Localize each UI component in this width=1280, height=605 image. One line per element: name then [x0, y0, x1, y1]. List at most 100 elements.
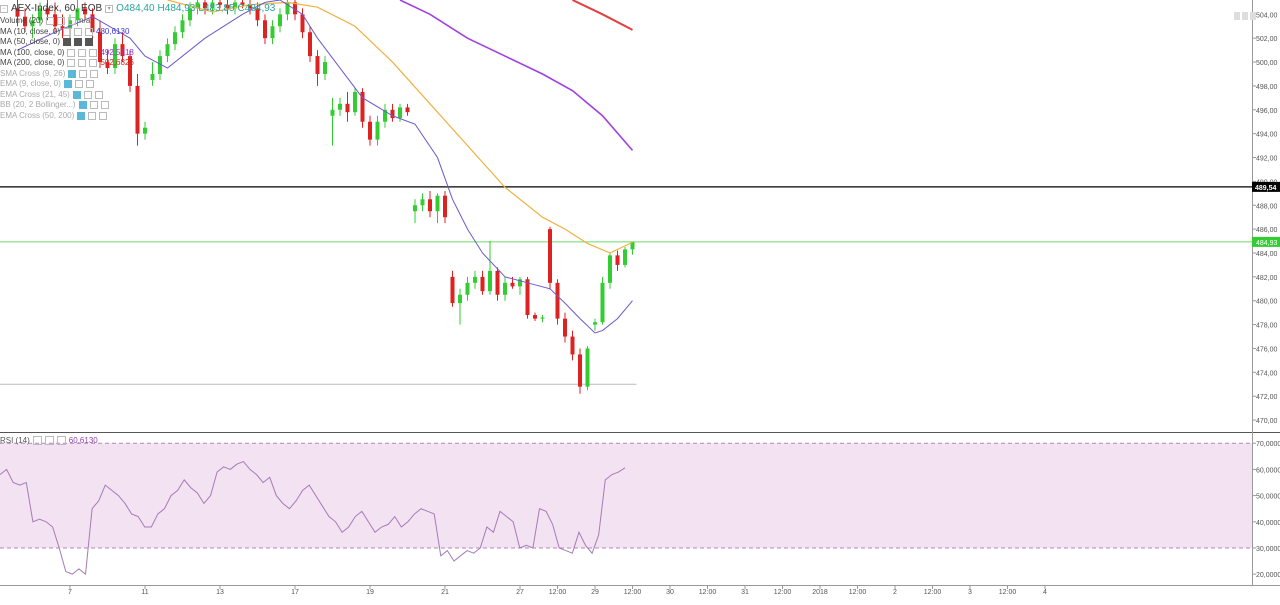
settings-icon[interactable] — [78, 48, 87, 57]
candle-body — [525, 279, 530, 316]
close-icon[interactable] — [100, 101, 109, 110]
candle-body — [45, 8, 50, 15]
candle-body — [323, 62, 327, 74]
candle-body — [368, 121, 372, 140]
indicator-row[interactable]: SMA Cross (9, 26) — [0, 69, 275, 80]
ma10-line — [17, 0, 633, 334]
time-tick-label: 12:00 — [624, 589, 642, 596]
ma100-line — [399, 0, 634, 151]
visibility-icon[interactable] — [72, 90, 81, 99]
settings-icon[interactable] — [79, 69, 88, 78]
indicator-legend: − AEX-Index, 60, EOB ▾ O484,40 H484,93 L… — [0, 2, 275, 121]
close-icon[interactable] — [89, 59, 98, 68]
symbol-row[interactable]: − AEX-Index, 60, EOB ▾ O484,40 H484,93 L… — [0, 2, 275, 16]
visibility-icon[interactable] — [63, 27, 72, 36]
close-label: C — [237, 2, 245, 14]
ohlc-high: H484,93 — [157, 2, 196, 15]
indicator-value: 502,6826 — [100, 58, 134, 67]
price-tick-label: 492,00 — [1256, 156, 1278, 163]
candle-body — [585, 348, 590, 387]
settings-icon[interactable] — [83, 90, 92, 99]
settings-icon[interactable] — [78, 59, 87, 68]
candle-body — [15, 8, 20, 17]
indicator-row[interactable]: MA (200, close, 0) 502,6826 — [0, 58, 275, 69]
time-tick-label: 21 — [441, 589, 449, 596]
close-icon[interactable] — [85, 80, 94, 89]
settings-icon[interactable] — [74, 38, 83, 47]
candle-body — [23, 16, 27, 27]
collapse-icon[interactable]: − — [0, 5, 8, 13]
indicator-row[interactable]: MA (10, close, 0) 480,6130 — [0, 27, 275, 38]
symbol-options-icon[interactable]: ▾ — [105, 5, 114, 13]
indicator-row[interactable]: MA (50, close, 0) — [0, 37, 275, 48]
indicator-label: SMA Cross (9, 26) — [0, 68, 66, 78]
time-tick-label: 12:00 — [999, 589, 1017, 596]
resistance-price-label: 489,54 — [1255, 185, 1277, 192]
time-tick-label: 13 — [216, 589, 224, 596]
rsi-settings-icon[interactable] — [44, 436, 54, 445]
indicator-row[interactable]: EMA Cross (50, 200) — [0, 111, 275, 122]
scale-button-icon[interactable] — [1242, 12, 1248, 20]
scale-button-icon[interactable] — [1234, 12, 1240, 20]
candle-body — [195, 2, 200, 9]
candle-body — [285, 2, 290, 15]
candle-body — [188, 8, 192, 21]
close-icon[interactable] — [68, 17, 77, 26]
settings-icon[interactable] — [89, 101, 98, 110]
rsi-tick-label: 70,0000 — [1256, 441, 1280, 448]
visibility-icon[interactable] — [78, 101, 87, 110]
time-tick-label: 17 — [291, 589, 299, 596]
rsi-legend[interactable]: RSI (14) 60,6130 — [0, 436, 98, 445]
settings-icon[interactable] — [88, 111, 97, 120]
close-icon[interactable] — [85, 27, 94, 36]
rsi-close-icon[interactable] — [56, 436, 66, 445]
close-icon[interactable] — [89, 48, 98, 57]
rsi-tick-label: 40,0000 — [1256, 520, 1280, 527]
candle-body — [630, 241, 635, 250]
indicator-row[interactable]: BB (20, 2 Bollinger...) — [0, 100, 275, 111]
indicator-row[interactable]: EMA (9, close, 0) — [0, 79, 275, 90]
candle-body — [533, 315, 537, 319]
price-tick-label: 494,00 — [1256, 132, 1278, 139]
settings-icon[interactable] — [57, 17, 66, 26]
ma200-line — [572, 0, 633, 31]
visibility-icon[interactable] — [67, 48, 76, 57]
high-value: 484,93 — [164, 2, 196, 14]
close-icon[interactable] — [99, 111, 108, 120]
scale-buttons[interactable] — [1234, 12, 1256, 20]
close-value: 484,93 — [244, 2, 276, 14]
settings-icon[interactable] — [74, 80, 83, 89]
scale-button-icon[interactable] — [1250, 12, 1256, 20]
candle-body — [278, 14, 282, 27]
candle-body — [143, 127, 147, 134]
indicator-row[interactable]: MA (100, close, 0) 492,5818 — [0, 48, 275, 59]
time-tick-label: 12:00 — [849, 589, 867, 596]
settings-icon[interactable] — [74, 27, 83, 36]
open-value: 484,40 — [123, 2, 155, 14]
candle-body — [113, 44, 117, 69]
visibility-icon[interactable] — [77, 111, 86, 120]
visibility-icon[interactable] — [68, 69, 77, 78]
indicator-label: Volume (20) — [0, 16, 44, 25]
visibility-icon[interactable] — [46, 17, 55, 26]
candle-body — [600, 282, 605, 323]
candle-body — [30, 20, 35, 27]
price-tick-label: 496,00 — [1256, 108, 1278, 115]
candle-body — [623, 249, 627, 265]
close-icon[interactable] — [85, 38, 94, 47]
indicator-row[interactable]: EMA Cross (21, 45) — [0, 90, 275, 101]
indicator-row[interactable]: Volume (20) n/a — [0, 16, 275, 27]
visibility-icon[interactable] — [63, 38, 72, 47]
price-tick-label: 472,00 — [1256, 394, 1278, 401]
high-label: H — [157, 2, 165, 14]
visibility-icon[interactable] — [67, 59, 76, 68]
rsi-eye-icon[interactable] — [32, 436, 42, 445]
close-icon[interactable] — [90, 69, 99, 78]
close-icon[interactable] — [94, 90, 103, 99]
price-tick-label: 476,00 — [1256, 346, 1278, 353]
candle-body — [233, 2, 237, 9]
candle-body — [593, 322, 597, 325]
visibility-icon[interactable] — [63, 80, 72, 89]
